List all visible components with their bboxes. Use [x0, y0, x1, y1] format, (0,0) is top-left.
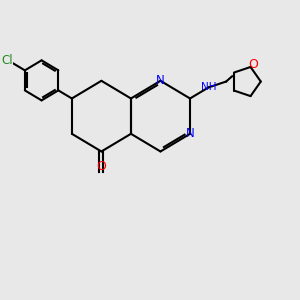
Text: NH: NH — [201, 82, 216, 92]
Text: Cl: Cl — [2, 53, 14, 67]
Text: N: N — [186, 127, 194, 140]
Text: O: O — [248, 58, 258, 70]
Text: O: O — [97, 160, 106, 173]
Text: N: N — [156, 74, 165, 87]
